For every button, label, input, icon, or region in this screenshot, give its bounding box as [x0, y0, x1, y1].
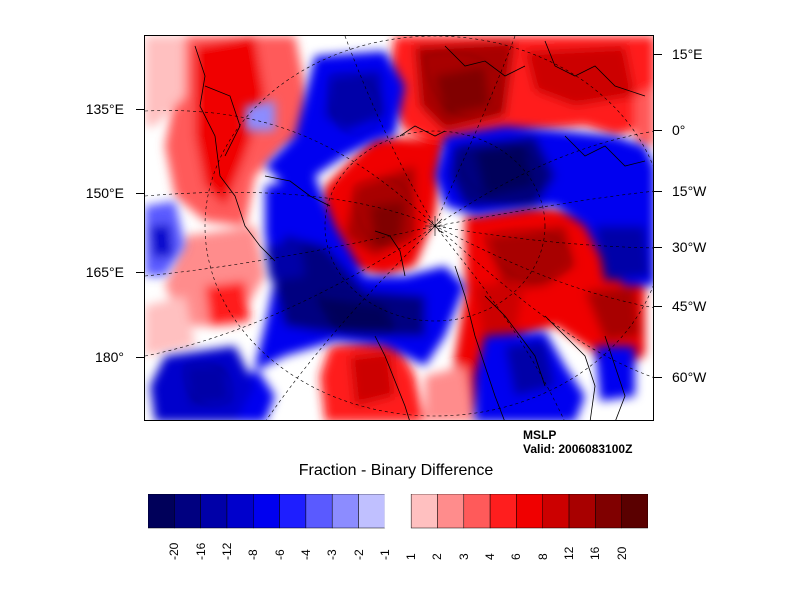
valid-time: Valid: 2006083100Z: [523, 442, 633, 456]
right-tick: [654, 191, 662, 192]
colorbar-box-15: [542, 494, 570, 529]
colorbar-box-17: [595, 494, 622, 529]
colorbar-box-0: [148, 494, 175, 529]
colorbar-label-9: 1: [404, 553, 419, 560]
colorbar-box-7: [331, 494, 359, 529]
colorbar-label-2: -12: [219, 542, 234, 560]
right-label-4: 30°W: [672, 239, 707, 255]
colorbar-label-7: -2: [351, 549, 366, 560]
right-label-1: 15°E: [672, 46, 703, 62]
right-tick: [654, 54, 662, 55]
left-tick: [136, 193, 144, 194]
colorbar-box-2: [200, 494, 228, 529]
colorbar-box-18: [621, 494, 648, 529]
left-label-1: 135°E: [85, 101, 124, 117]
right-tick: [654, 247, 662, 248]
left-tick: [136, 272, 144, 273]
coastlines: [194, 40, 646, 420]
right-tick: [654, 130, 662, 131]
field-info: MSLP Valid: 2006083100Z: [523, 428, 632, 456]
colorbar-label-3: -8: [246, 549, 261, 560]
colorbar-label-12: 4: [483, 553, 498, 560]
colorbar-label-6: -3: [325, 549, 340, 560]
colorbar-title: Fraction - Binary Difference: [298, 462, 494, 479]
colorbar-box-12: [463, 494, 491, 529]
colorbar-box-5: [279, 494, 307, 529]
pole-marker: [425, 216, 445, 236]
colorbar: [148, 494, 648, 529]
right-label-3: 15°W: [672, 183, 707, 199]
left-tick: [136, 109, 144, 110]
graticule: [145, 36, 653, 420]
colorbar-box-1: [174, 494, 201, 529]
right-tick: [654, 306, 662, 307]
colorbar-label-5: -4: [298, 549, 313, 560]
map-panel: [144, 35, 654, 421]
left-label-3: 165°E: [85, 264, 124, 280]
colorbar-box-11: [437, 494, 465, 529]
colorbar-box-14: [516, 494, 543, 529]
colorbar-label-17: 20: [614, 546, 629, 560]
colorbar-label-14: 8: [535, 553, 550, 560]
colorbar-label-15: 12: [562, 546, 577, 560]
left-tick: [136, 357, 144, 358]
colorbar-box-6: [305, 494, 333, 529]
left-label-2: 150°E: [85, 185, 124, 201]
colorbar-label-10: 2: [430, 553, 445, 560]
colorbar-box-16: [568, 494, 596, 529]
right-label-6: 60°W: [672, 369, 707, 385]
colorbar-box-4: [253, 494, 280, 529]
field-name: MSLP: [523, 428, 557, 442]
colorbar-label-13: 6: [509, 553, 524, 560]
right-label-5: 45°W: [672, 298, 707, 314]
colorbar-label-16: 16: [588, 546, 603, 560]
right-tick: [654, 377, 662, 378]
contour-lines: [184, 52, 571, 407]
colorbar-label-8: -1: [377, 549, 392, 560]
colorbar-box-3: [226, 494, 254, 529]
colorbar-label-4: -6: [272, 549, 287, 560]
right-label-2: 0°: [672, 122, 686, 138]
colorbar-label-0: -20: [167, 542, 182, 560]
colorbar-label-11: 3: [456, 553, 471, 560]
colorbar-box-8: [358, 494, 386, 529]
colorbar-box-13: [489, 494, 517, 529]
left-label-4: 180°: [95, 349, 124, 365]
difference-field-map: [145, 36, 653, 420]
colorbar-box-9: [384, 494, 412, 529]
colorbar-label-1: -16: [193, 542, 208, 560]
colorbar-box-10: [410, 494, 438, 529]
